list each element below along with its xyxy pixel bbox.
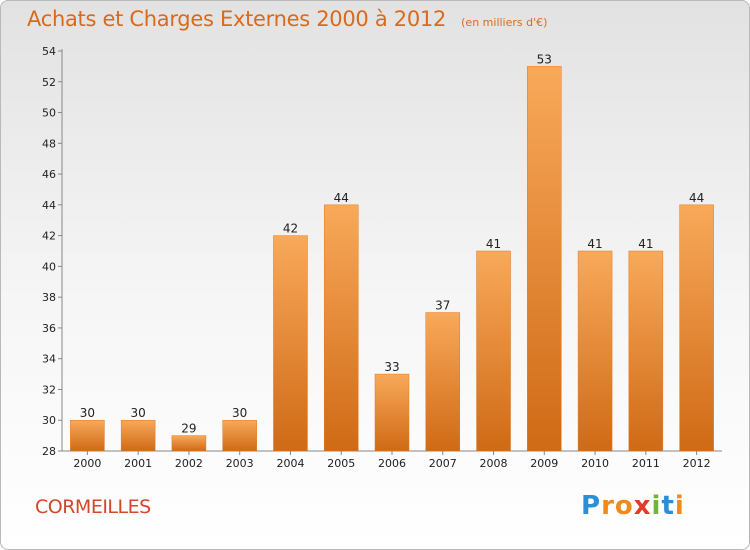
bar-2012 xyxy=(679,204,714,452)
x-tick-label-2008: 2008 xyxy=(480,457,508,470)
x-tick-label-2006: 2006 xyxy=(378,457,406,470)
logo-letter: o xyxy=(614,491,634,521)
logo-letter: t xyxy=(661,491,675,521)
bar-2000 xyxy=(70,419,105,452)
bar-2009 xyxy=(527,66,562,452)
y-tick-label: 28 xyxy=(42,445,56,458)
y-tick-label: 50 xyxy=(42,107,56,120)
bar-2007 xyxy=(425,312,461,452)
data-label-2012: 44 xyxy=(689,191,704,205)
y-tick-label: 42 xyxy=(42,230,56,243)
chart-title: Achats et Charges Externes 2000 à 2012 xyxy=(27,7,447,31)
bar-2001 xyxy=(120,419,156,452)
bar-2006 xyxy=(374,373,410,452)
bar-2004 xyxy=(273,235,308,452)
data-label-2008: 41 xyxy=(486,237,501,251)
logo-letter: i xyxy=(674,491,685,521)
data-label-2007: 37 xyxy=(435,299,450,313)
y-tick-label: 30 xyxy=(42,414,56,427)
data-label-2001: 30 xyxy=(131,406,146,420)
data-label-2010: 41 xyxy=(587,237,602,251)
data-label-2009: 53 xyxy=(537,52,552,66)
bar-2010 xyxy=(577,250,613,452)
x-tick-label-2004: 2004 xyxy=(276,457,304,470)
logo-letter: P xyxy=(581,491,602,521)
x-tick-label-2000: 2000 xyxy=(73,457,101,470)
y-tick-label: 32 xyxy=(42,383,56,396)
logo-letter: i xyxy=(651,491,662,521)
y-tick-label: 54 xyxy=(42,45,56,58)
bar-2011 xyxy=(628,250,664,452)
data-label-2006: 33 xyxy=(384,360,399,374)
y-tick-label: 46 xyxy=(42,168,56,181)
y-tick-label: 48 xyxy=(42,137,56,150)
town-name: CORMEILLES xyxy=(35,496,151,518)
logo-letter: x xyxy=(633,491,652,521)
title-row: Achats et Charges Externes 2000 à 2012 (… xyxy=(27,7,547,31)
x-tick-label-2007: 2007 xyxy=(429,457,457,470)
y-tick-label: 44 xyxy=(42,199,56,212)
proxiti-logo: Proxiti xyxy=(581,491,685,521)
bar-2008 xyxy=(476,250,511,452)
data-label-2011: 41 xyxy=(638,237,653,251)
bar-2002 xyxy=(171,435,207,452)
data-label-2000: 30 xyxy=(80,406,95,420)
bar-2003 xyxy=(222,419,257,452)
data-label-2004: 42 xyxy=(283,222,298,236)
data-label-2002: 29 xyxy=(181,422,196,436)
x-tick-label-2003: 2003 xyxy=(226,457,254,470)
y-tick-label: 52 xyxy=(42,76,56,89)
x-tick-label-2012: 2012 xyxy=(683,457,711,470)
x-tick-label-2002: 2002 xyxy=(175,457,203,470)
y-tick-label: 36 xyxy=(42,322,56,335)
y-tick-label: 40 xyxy=(42,260,56,273)
data-label-2003: 30 xyxy=(232,406,247,420)
y-tick-label: 34 xyxy=(42,353,56,366)
x-tick-label-2010: 2010 xyxy=(581,457,609,470)
chart-subtitle: (en milliers d'€) xyxy=(461,16,548,29)
data-label-2005: 44 xyxy=(334,191,349,205)
y-tick-label: 38 xyxy=(42,291,56,304)
x-tick-label-2005: 2005 xyxy=(327,457,355,470)
logo-letter: r xyxy=(601,491,615,521)
bar-2005 xyxy=(323,204,359,452)
x-tick-label-2009: 2009 xyxy=(530,457,558,470)
x-tick-label-2011: 2011 xyxy=(632,457,660,470)
x-tick-label-2001: 2001 xyxy=(124,457,152,470)
